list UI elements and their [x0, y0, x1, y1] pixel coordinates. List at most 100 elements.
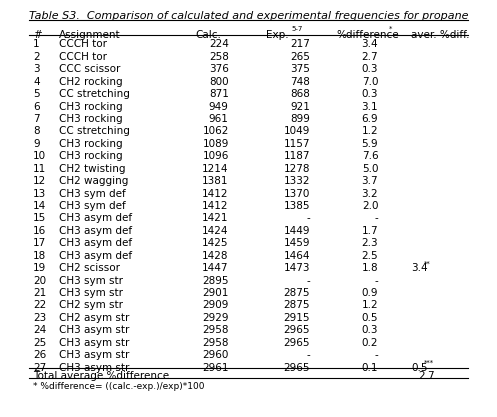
Text: CH2 scissor: CH2 scissor [59, 263, 120, 273]
Text: 0.5: 0.5 [411, 363, 428, 373]
Text: 2.0: 2.0 [362, 201, 378, 211]
Text: 224: 224 [209, 40, 229, 50]
Text: 3.2: 3.2 [362, 188, 378, 198]
Text: Exp.: Exp. [266, 30, 289, 40]
Text: 7.0: 7.0 [362, 77, 378, 87]
Text: 1424: 1424 [202, 226, 229, 236]
Text: 1370: 1370 [284, 188, 310, 198]
Text: 5.9: 5.9 [362, 139, 378, 149]
Text: 1187: 1187 [284, 151, 310, 161]
Text: 961: 961 [209, 114, 229, 124]
Text: 25: 25 [33, 338, 46, 348]
Text: 1214: 1214 [202, 164, 229, 174]
Text: -: - [375, 276, 378, 286]
Text: 10: 10 [33, 151, 46, 161]
Text: CH3 sym str: CH3 sym str [59, 288, 123, 298]
Text: CH2 sym str: CH2 sym str [59, 301, 123, 311]
Text: 1: 1 [33, 40, 40, 50]
Text: 899: 899 [290, 114, 310, 124]
Text: 7: 7 [33, 114, 40, 124]
Text: CH3 asym def: CH3 asym def [59, 214, 133, 224]
Text: CH3 rocking: CH3 rocking [59, 151, 123, 161]
Text: 6: 6 [33, 102, 40, 112]
Text: 0.9: 0.9 [362, 288, 378, 298]
Text: 1.2: 1.2 [362, 126, 378, 136]
Text: CH2 rocking: CH2 rocking [59, 77, 123, 87]
Text: CH3 rocking: CH3 rocking [59, 114, 123, 124]
Text: CH3 rocking: CH3 rocking [59, 102, 123, 112]
Text: 0.3: 0.3 [362, 325, 378, 335]
Text: 15: 15 [33, 214, 46, 224]
Text: 2.7: 2.7 [418, 371, 434, 381]
Text: CH3 asym def: CH3 asym def [59, 226, 133, 236]
Text: CH3 asym str: CH3 asym str [59, 325, 130, 335]
Text: 2.7: 2.7 [362, 52, 378, 62]
Text: Assignment: Assignment [59, 30, 121, 40]
Text: 1447: 1447 [202, 263, 229, 273]
Text: 0.3: 0.3 [362, 89, 378, 99]
Text: CH3 asym str: CH3 asym str [59, 363, 130, 373]
Text: 258: 258 [209, 52, 229, 62]
Text: 1157: 1157 [284, 139, 310, 149]
Text: CH3 sym str: CH3 sym str [59, 276, 123, 286]
Text: 4: 4 [33, 77, 40, 87]
Text: 1089: 1089 [202, 139, 229, 149]
Text: 748: 748 [290, 77, 310, 87]
Text: 217: 217 [290, 40, 310, 50]
Text: 20: 20 [33, 276, 46, 286]
Text: ***: *** [424, 360, 434, 366]
Text: 871: 871 [209, 89, 229, 99]
Text: 1421: 1421 [202, 214, 229, 224]
Text: 2895: 2895 [202, 276, 229, 286]
Text: CH3 sym def: CH3 sym def [59, 188, 126, 198]
Text: 2909: 2909 [202, 301, 229, 311]
Text: 5.0: 5.0 [362, 164, 378, 174]
Text: 800: 800 [209, 77, 229, 87]
Text: 5-7: 5-7 [292, 26, 303, 32]
Text: 22: 22 [33, 301, 46, 311]
Text: 0.2: 0.2 [362, 338, 378, 348]
Text: 11: 11 [33, 164, 46, 174]
Text: 7.6: 7.6 [362, 151, 378, 161]
Text: Calc.: Calc. [196, 30, 222, 40]
Text: **: ** [424, 261, 430, 267]
Text: CC stretching: CC stretching [59, 126, 130, 136]
Text: 2965: 2965 [284, 338, 310, 348]
Text: -: - [306, 350, 310, 360]
Text: -: - [306, 214, 310, 224]
Text: 26: 26 [33, 350, 46, 360]
Text: CCCH tor: CCCH tor [59, 52, 107, 62]
Text: 0.3: 0.3 [362, 64, 378, 74]
Text: CH3 rocking: CH3 rocking [59, 139, 123, 149]
Text: 1412: 1412 [202, 188, 229, 198]
Text: #: # [33, 30, 42, 40]
Text: 23: 23 [33, 313, 46, 323]
Text: CH3 sym def: CH3 sym def [59, 201, 126, 211]
Text: Total average %difference: Total average %difference [33, 371, 169, 381]
Text: 2965: 2965 [284, 325, 310, 335]
Text: 3.4: 3.4 [362, 40, 378, 50]
Text: 3.1: 3.1 [362, 102, 378, 112]
Text: 27: 27 [33, 363, 46, 373]
Text: -: - [306, 276, 310, 286]
Text: 2.3: 2.3 [362, 239, 378, 249]
Text: 2.5: 2.5 [362, 251, 378, 261]
Text: 1049: 1049 [284, 126, 310, 136]
Text: 2958: 2958 [202, 338, 229, 348]
Text: 375: 375 [290, 64, 310, 74]
Text: CH3 asym def: CH3 asym def [59, 239, 133, 249]
Text: 6.9: 6.9 [362, 114, 378, 124]
Text: 2875: 2875 [284, 288, 310, 298]
Text: 2960: 2960 [202, 350, 229, 360]
Text: 2965: 2965 [284, 363, 310, 373]
Text: 1.7: 1.7 [362, 226, 378, 236]
Text: CH2 wagging: CH2 wagging [59, 176, 129, 186]
Text: CH3 asym str: CH3 asym str [59, 338, 130, 348]
Text: 1096: 1096 [202, 151, 229, 161]
Text: 1425: 1425 [202, 239, 229, 249]
Text: 2915: 2915 [284, 313, 310, 323]
Text: %difference: %difference [336, 30, 399, 40]
Text: 8: 8 [33, 126, 40, 136]
Text: 2901: 2901 [202, 288, 229, 298]
Text: 1385: 1385 [284, 201, 310, 211]
